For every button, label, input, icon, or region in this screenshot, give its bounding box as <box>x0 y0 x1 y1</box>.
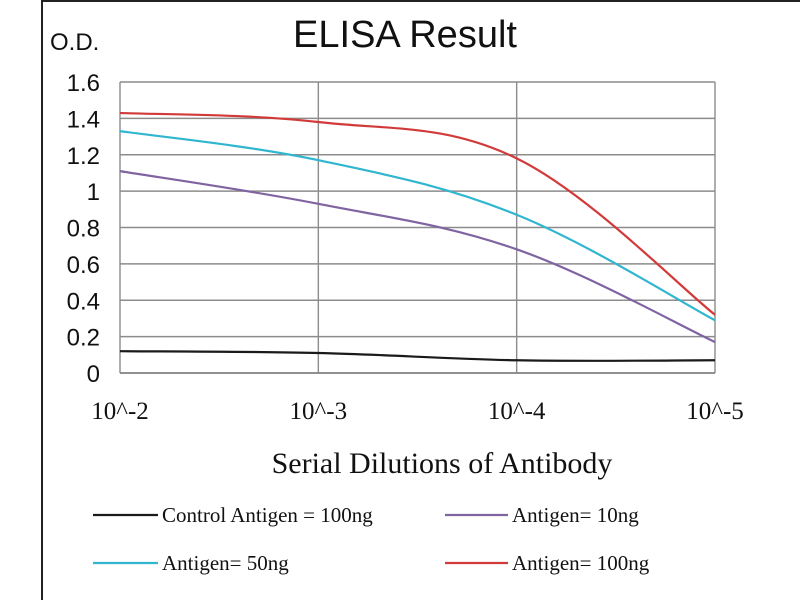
x-tick-label: 10^-2 <box>91 398 149 425</box>
y-axis-label: O.D. <box>50 29 99 56</box>
legend-item: Antigen= 50ng <box>93 551 289 575</box>
series-line-1 <box>119 170 716 344</box>
chart-title: ELISA Result <box>293 14 517 56</box>
series-lines <box>119 111 716 362</box>
y-tick-label: 0 <box>87 361 100 388</box>
legend-label: Antigen= 50ng <box>162 551 289 575</box>
y-tick-label: 0.4 <box>67 288 100 315</box>
legend-item: Antigen= 100ng <box>445 551 650 575</box>
chart-border <box>41 0 800 600</box>
legend: Control Antigen = 100ng Antigen= 10ng Anti… <box>93 503 650 575</box>
y-tick-label: 0.2 <box>67 325 100 352</box>
series-line-2 <box>119 130 716 322</box>
series-line-0 <box>119 350 716 362</box>
legend-item: Control Antigen = 100ng <box>93 503 373 527</box>
y-tick-label: 1.4 <box>67 106 100 133</box>
legend-label: Antigen= 100ng <box>512 551 650 575</box>
legend-label: Antigen= 10ng <box>512 503 639 527</box>
y-tick-label: 1.6 <box>67 70 100 97</box>
x-tick-label: 10^-5 <box>686 398 744 425</box>
legend-item: Antigen= 10ng <box>445 503 639 527</box>
tick-labels: 0 0.2 0.4 0.6 0.8 1 1.2 1.4 1.6 10^-2 10^-3 10^-4 10… <box>67 70 744 425</box>
grid-lines <box>119 81 716 374</box>
y-tick-label: 1 <box>87 179 100 206</box>
legend-label: Control Antigen = 100ng <box>162 503 373 527</box>
y-tick-label: 1.2 <box>67 143 100 170</box>
series-line-3 <box>119 111 716 316</box>
x-tick-label: 10^-3 <box>290 398 348 425</box>
y-tick-label: 0.6 <box>67 252 100 279</box>
y-tick-label: 0.8 <box>67 216 100 243</box>
x-axis-label: Serial Dilutions of Antibody <box>272 447 613 480</box>
x-tick-label: 10^-4 <box>488 398 546 425</box>
